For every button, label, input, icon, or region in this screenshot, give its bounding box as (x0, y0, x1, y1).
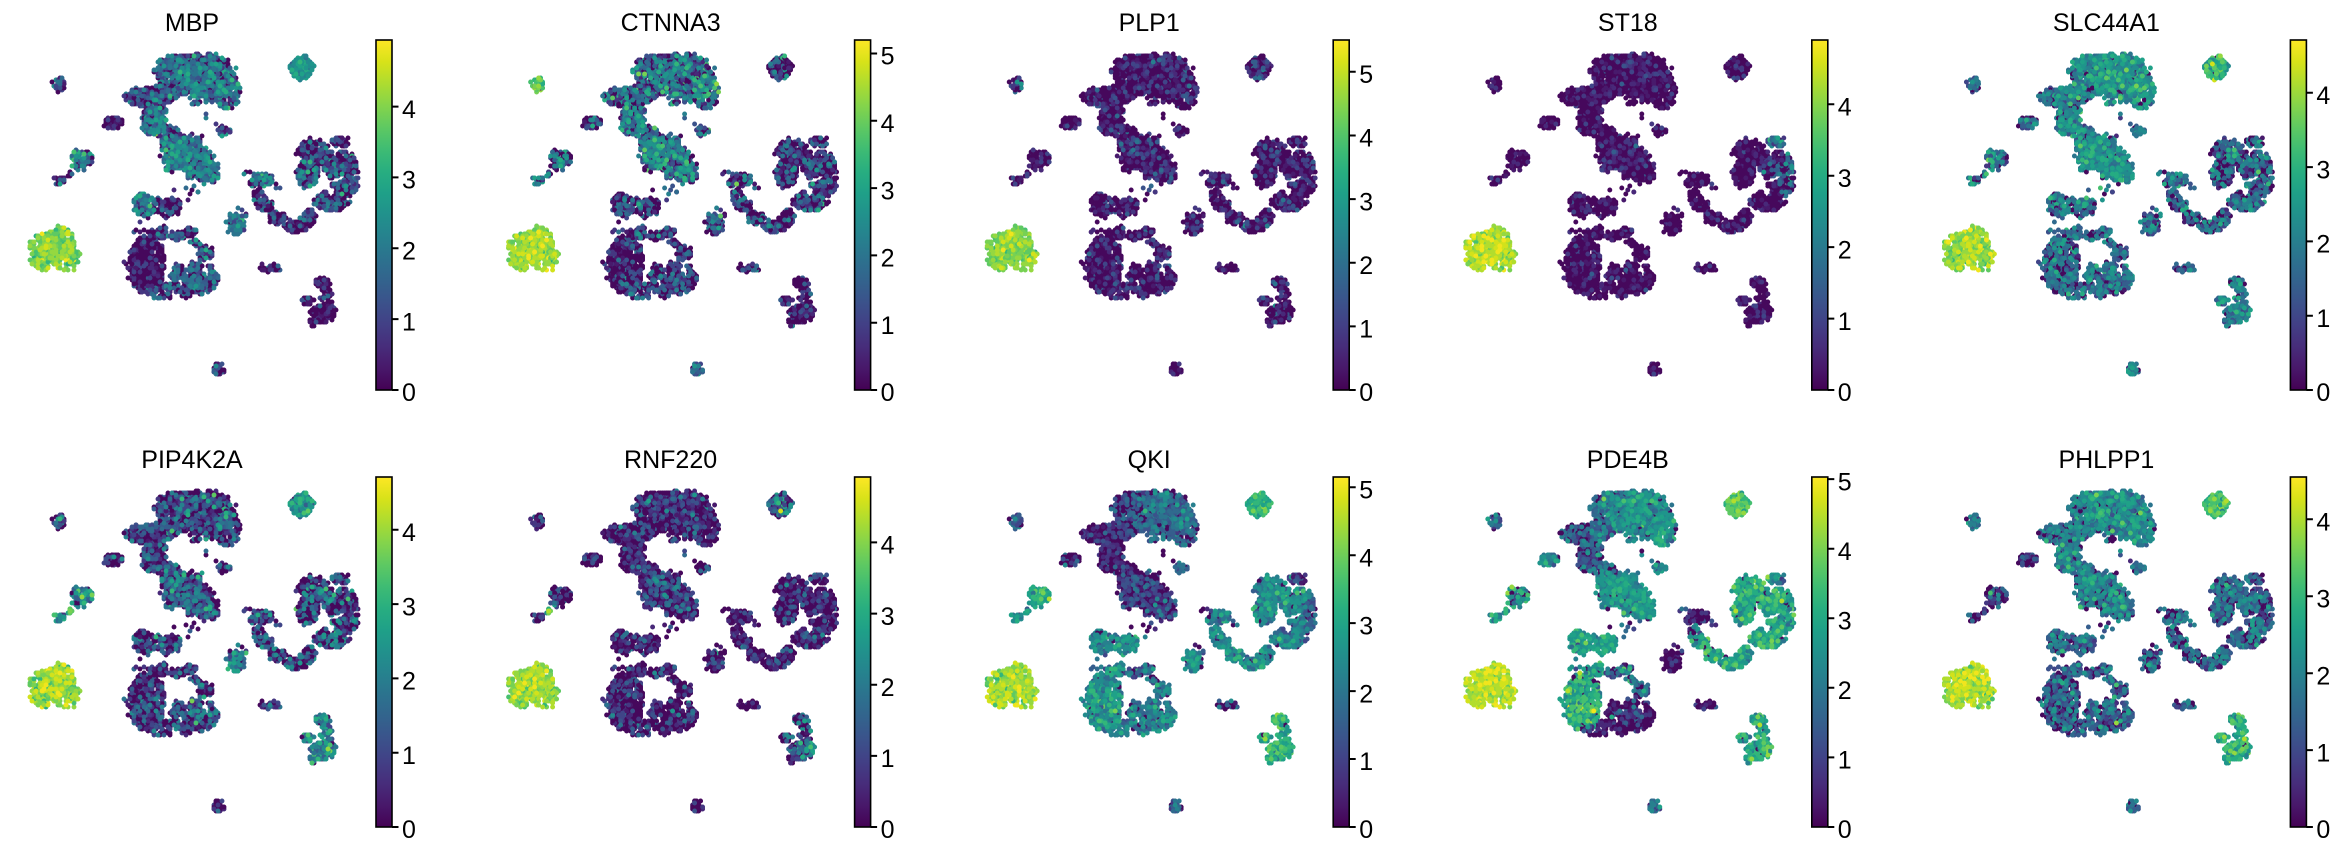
svg-text:4: 4 (2316, 82, 2330, 110)
svg-text:2: 2 (1359, 680, 1373, 708)
svg-text:3: 3 (1359, 612, 1373, 640)
svg-text:3: 3 (2316, 156, 2330, 184)
svg-text:CTNNA3: CTNNA3 (621, 9, 721, 37)
svg-text:ST18: ST18 (1598, 9, 1658, 37)
svg-text:0: 0 (402, 379, 416, 407)
svg-text:0: 0 (1838, 379, 1852, 407)
svg-text:0: 0 (402, 816, 416, 844)
svg-text:4: 4 (1838, 538, 1852, 566)
svg-text:1: 1 (1838, 747, 1852, 775)
svg-text:0: 0 (1838, 816, 1852, 844)
svg-text:PHLPP1: PHLPP1 (2058, 446, 2154, 474)
svg-text:5: 5 (881, 43, 895, 71)
svg-text:3: 3 (881, 177, 895, 205)
svg-text:1: 1 (881, 312, 895, 340)
svg-text:4: 4 (1359, 125, 1373, 153)
svg-text:3: 3 (402, 593, 416, 621)
svg-text:0: 0 (1359, 379, 1373, 407)
svg-text:4: 4 (881, 110, 895, 138)
svg-text:1: 1 (402, 742, 416, 770)
svg-text:0: 0 (881, 379, 895, 407)
svg-text:0: 0 (2316, 379, 2330, 407)
svg-text:1: 1 (402, 308, 416, 336)
svg-text:PIP4K2A: PIP4K2A (141, 446, 243, 474)
svg-text:4: 4 (1359, 544, 1373, 572)
svg-text:1: 1 (2316, 305, 2330, 333)
svg-text:2: 2 (1838, 236, 1852, 264)
svg-text:2: 2 (1838, 677, 1852, 705)
svg-text:1: 1 (1838, 308, 1852, 336)
svg-text:PLP1: PLP1 (1119, 9, 1180, 37)
svg-text:3: 3 (881, 603, 895, 631)
svg-text:5: 5 (1359, 61, 1373, 89)
svg-text:2: 2 (1359, 252, 1373, 280)
svg-text:0: 0 (881, 816, 895, 844)
svg-text:3: 3 (2316, 585, 2330, 613)
svg-text:MBP: MBP (165, 9, 219, 37)
svg-text:2: 2 (402, 238, 416, 266)
svg-text:2: 2 (2316, 662, 2330, 690)
svg-text:QKI: QKI (1128, 446, 1171, 474)
svg-text:RNF220: RNF220 (624, 446, 717, 474)
svg-text:3: 3 (1838, 608, 1852, 636)
svg-text:0: 0 (1359, 816, 1373, 844)
svg-text:1: 1 (1359, 316, 1373, 344)
svg-text:3: 3 (402, 167, 416, 195)
svg-text:1: 1 (2316, 739, 2330, 767)
svg-text:4: 4 (881, 532, 895, 560)
svg-text:4: 4 (402, 519, 416, 547)
svg-text:0: 0 (2316, 816, 2330, 844)
svg-text:2: 2 (881, 245, 895, 273)
svg-text:3: 3 (1359, 188, 1373, 216)
svg-text:2: 2 (881, 674, 895, 702)
svg-text:4: 4 (2316, 509, 2330, 537)
svg-text:3: 3 (1838, 165, 1852, 193)
svg-text:PDE4B: PDE4B (1587, 446, 1669, 474)
svg-text:1: 1 (881, 745, 895, 773)
svg-text:2: 2 (402, 668, 416, 696)
svg-text:5: 5 (1838, 468, 1852, 496)
svg-text:5: 5 (1359, 476, 1373, 504)
svg-text:1: 1 (1359, 748, 1373, 776)
svg-text:4: 4 (402, 96, 416, 124)
svg-text:4: 4 (1838, 94, 1852, 122)
svg-text:2: 2 (2316, 231, 2330, 259)
svg-text:SLC44A1: SLC44A1 (2053, 9, 2160, 37)
